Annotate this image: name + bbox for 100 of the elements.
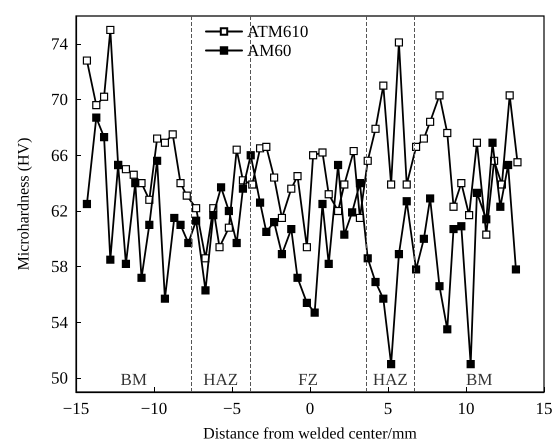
x-axis-title: Distance from welded center/mm xyxy=(203,426,418,442)
point xyxy=(488,138,497,147)
annotation: BM xyxy=(466,370,492,389)
point xyxy=(402,197,411,206)
point xyxy=(513,158,522,166)
y-tick-label: 62 xyxy=(51,201,68,220)
point xyxy=(310,308,319,317)
point xyxy=(278,250,286,258)
point xyxy=(443,325,452,334)
point xyxy=(168,130,177,138)
point xyxy=(435,282,444,290)
point xyxy=(426,194,434,203)
point xyxy=(262,142,270,152)
annotation: HAZ xyxy=(372,370,408,389)
point xyxy=(387,180,396,189)
point xyxy=(153,156,162,165)
point xyxy=(457,179,466,188)
point xyxy=(192,216,200,225)
point xyxy=(379,82,388,90)
x-tick-label: 15 xyxy=(536,399,552,418)
point xyxy=(176,220,185,229)
point xyxy=(246,151,255,160)
point xyxy=(387,360,396,368)
point xyxy=(232,146,241,154)
x-tick-label: −15 xyxy=(62,399,90,418)
point xyxy=(106,256,114,264)
y-tick-label: 50 xyxy=(51,368,68,388)
x-tick-label: 10 xyxy=(458,399,474,418)
point xyxy=(131,179,140,188)
point xyxy=(145,220,154,229)
point xyxy=(318,148,327,157)
point xyxy=(512,265,520,274)
legend-label: AM60 xyxy=(247,41,292,60)
point xyxy=(224,206,233,216)
point xyxy=(356,179,364,188)
point xyxy=(449,224,458,234)
point xyxy=(270,218,278,226)
point xyxy=(160,294,170,303)
point xyxy=(287,184,296,193)
point xyxy=(443,128,452,138)
point xyxy=(379,294,388,303)
point xyxy=(182,192,191,200)
point xyxy=(176,179,185,188)
annotation: BM xyxy=(120,370,147,389)
point xyxy=(394,38,404,47)
point xyxy=(130,170,138,179)
point xyxy=(371,124,380,133)
point xyxy=(82,56,92,65)
y-tick-label: 58 xyxy=(51,257,68,276)
point xyxy=(137,274,146,282)
point xyxy=(278,214,286,222)
point xyxy=(482,230,490,239)
point xyxy=(215,243,224,252)
point xyxy=(340,180,348,189)
x-tick-label: 5 xyxy=(384,399,392,418)
point xyxy=(100,133,108,142)
point xyxy=(100,92,108,101)
point xyxy=(334,160,342,170)
x-tick-label: −10 xyxy=(140,399,168,418)
point xyxy=(238,184,248,193)
point xyxy=(262,228,270,236)
point xyxy=(449,202,458,211)
point xyxy=(224,224,233,232)
x-tick-label: −5 xyxy=(222,399,242,418)
point xyxy=(435,91,444,100)
point xyxy=(496,202,504,211)
point xyxy=(209,211,218,220)
point xyxy=(394,250,404,258)
point xyxy=(472,188,482,197)
point xyxy=(122,165,130,174)
point xyxy=(92,101,100,110)
point xyxy=(402,180,411,189)
point xyxy=(364,254,372,262)
point xyxy=(324,260,333,268)
annotation: FZ xyxy=(298,370,318,389)
point xyxy=(364,156,372,165)
point xyxy=(293,274,302,282)
point xyxy=(92,114,100,122)
point xyxy=(256,198,264,207)
y-tick-label: 74 xyxy=(51,34,68,54)
point xyxy=(350,146,358,156)
point xyxy=(420,234,428,243)
point xyxy=(465,211,474,220)
y-axis-title: Microhardness (HV) xyxy=(16,138,32,270)
point xyxy=(201,286,210,294)
point xyxy=(504,160,512,170)
point xyxy=(309,151,318,160)
y-tick-label: 70 xyxy=(51,90,68,110)
point xyxy=(287,224,296,234)
x-tick-label: 0 xyxy=(306,399,314,418)
point xyxy=(371,278,380,286)
point xyxy=(232,238,241,248)
point xyxy=(318,200,327,208)
point xyxy=(216,183,226,192)
point xyxy=(506,91,514,100)
point xyxy=(302,243,311,252)
point xyxy=(412,265,420,274)
point xyxy=(466,360,475,368)
point xyxy=(160,138,170,147)
annotation: HAZ xyxy=(203,370,238,389)
